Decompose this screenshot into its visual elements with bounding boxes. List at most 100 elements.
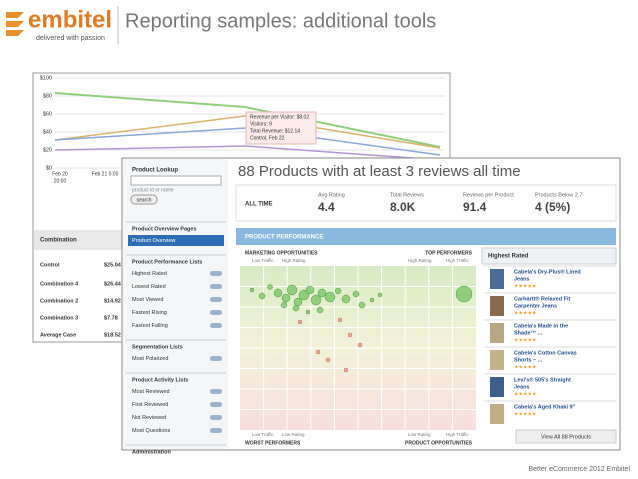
bubble	[334, 287, 342, 295]
bubble	[298, 289, 310, 301]
product-name[interactable]: Jeans	[514, 276, 530, 282]
quadrant-label: MARKETING OPPORTUNITIES	[245, 250, 318, 256]
product-name[interactable]: Shorts – ...	[514, 357, 543, 363]
bubble	[315, 349, 321, 355]
section-heading: Administration	[132, 449, 171, 455]
badge	[210, 389, 222, 394]
quadrant-label: PRODUCT OPPORTUNITIES	[405, 440, 473, 446]
product-name[interactable]: Cabela's Aged Khaki 9"	[514, 404, 576, 410]
lookup-input[interactable]	[130, 175, 222, 186]
badge	[210, 356, 222, 361]
badge	[210, 310, 222, 315]
stat-value: 4 (5%)	[535, 200, 570, 214]
bubble	[347, 332, 353, 338]
legend-text: High Traffic	[446, 258, 469, 263]
table-header-text: Combination	[40, 238, 77, 244]
tooltip-text: Total Revenue: $12.14	[250, 128, 300, 134]
product-name[interactable]: Cabela's Cotton Canvas	[514, 350, 577, 356]
line	[54, 115, 441, 149]
bubble	[352, 290, 360, 298]
sidebar-item[interactable]: Lowest Rated	[132, 284, 166, 290]
stat-label: Avg Rating	[318, 192, 345, 198]
table-header	[34, 230, 122, 250]
bubble	[280, 301, 288, 309]
sidebar-item[interactable]: Product Overview	[132, 238, 175, 244]
product-stars: ★★★★★	[514, 364, 537, 370]
bubble	[310, 294, 322, 306]
sidebar-item[interactable]: Not Reviewed	[132, 415, 166, 421]
tooltip	[245, 111, 317, 145]
period: ALL TIME	[245, 202, 273, 208]
band	[236, 228, 616, 245]
product-name[interactable]: Cabela's Made in the	[514, 323, 568, 329]
stat-label: Reviews per Product	[463, 192, 514, 198]
sidebar-item[interactable]: Highest Rated	[132, 271, 167, 277]
product-stars: ★★★★★	[514, 391, 537, 397]
section-heading: Product Activity Lists	[132, 377, 188, 383]
bubble	[249, 287, 255, 293]
sidebar-item[interactable]: Most Viewed	[132, 297, 163, 303]
product-name[interactable]: Carhartt® Relaxed Fit	[514, 295, 570, 302]
legend-text: High Rating	[282, 258, 306, 263]
bubble	[324, 291, 336, 303]
x-axis-label: Feb 21 0:00	[92, 171, 119, 177]
quadrant-label: TOP PERFORMERS	[425, 250, 472, 256]
stat-label: Products Below 2.7	[535, 192, 582, 198]
line	[54, 145, 441, 161]
bubble	[316, 306, 324, 314]
y-axis-label: $0	[46, 165, 52, 171]
bubble	[292, 304, 300, 312]
bubble	[357, 342, 363, 348]
selected-item	[128, 235, 224, 246]
bubble	[343, 367, 349, 373]
product-name[interactable]: Cabela's Dry-Plus® Lined	[514, 268, 581, 275]
y-axis-label: $20	[43, 147, 52, 153]
product-name[interactable]: Shade™ ...	[514, 330, 543, 336]
row-value: $26.44	[104, 281, 122, 287]
y-axis-label: $60	[43, 111, 52, 117]
view-all-button[interactable]	[515, 429, 617, 444]
bubble	[377, 292, 383, 298]
y-axis-label: $100	[40, 75, 52, 81]
sidebar-item[interactable]: First Reviewed	[132, 402, 168, 408]
legend-text: Low Rating	[408, 432, 431, 437]
stat-label: Total Reviews	[390, 192, 424, 198]
sidebar-item[interactable]: Fastest Falling	[132, 323, 168, 329]
row-value: $25.04	[104, 262, 122, 268]
bubble	[317, 288, 327, 298]
bubble	[281, 293, 291, 303]
product-stars: ★★★★★	[514, 337, 537, 343]
tooltip-text: Visitors: 9	[250, 121, 272, 127]
sidebar-item[interactable]: Most Polarized	[132, 356, 168, 362]
sidebar-item[interactable]: Most Questions	[132, 428, 170, 434]
stat-value: 8.0K	[390, 200, 416, 214]
bubble	[337, 317, 343, 323]
badge	[210, 271, 222, 276]
bubble	[293, 297, 303, 307]
dropdown[interactable]	[481, 247, 617, 265]
product-stars: ★★★★★	[514, 283, 537, 289]
product-name[interactable]: Jeans	[514, 384, 530, 390]
slide-title: Reporting samples: additional tools	[125, 10, 436, 32]
line	[54, 127, 441, 156]
section-heading: Product Performance Lists	[132, 259, 202, 265]
bubble	[267, 284, 273, 290]
front-title: 88 Products with at least 3 reviews all …	[238, 163, 521, 180]
sidebar	[123, 159, 228, 449]
stat-value: 4.4	[318, 200, 335, 214]
product-image	[490, 269, 504, 289]
badge	[210, 284, 222, 289]
search-button[interactable]	[130, 194, 158, 205]
product-name[interactable]: Carpenter Jeans	[514, 303, 557, 309]
row-name: Combination 3	[40, 315, 78, 321]
product-name[interactable]: Levi's® 505's Straight	[514, 376, 571, 383]
legend-text: Low Traffic	[252, 258, 274, 263]
tagline: delivered with passion	[36, 35, 105, 42]
sidebar-item[interactable]: Most Reviewed	[132, 389, 170, 395]
dropdown-text: Highest Rated	[488, 254, 529, 260]
row-value: $7.78	[104, 315, 118, 321]
sidebar-item[interactable]: Fastest Rising	[132, 310, 167, 316]
x-axis-label: Feb 20	[52, 171, 68, 177]
bubble	[273, 288, 283, 298]
row-name: Average Case	[40, 332, 76, 338]
